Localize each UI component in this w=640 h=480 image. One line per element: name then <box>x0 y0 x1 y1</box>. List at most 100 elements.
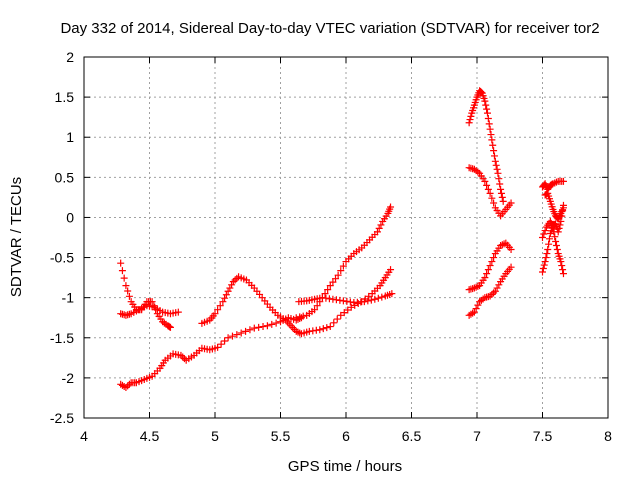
data-point <box>559 270 567 278</box>
y-tick-label: -1 <box>62 290 75 306</box>
data-point <box>367 296 375 304</box>
data-point <box>330 319 338 327</box>
data-point <box>540 230 548 238</box>
data-point <box>482 101 490 109</box>
y-tick-label: -2 <box>62 370 75 386</box>
data-point <box>541 258 549 266</box>
data-point <box>388 290 396 298</box>
data-point <box>250 324 258 332</box>
data-point <box>485 120 493 128</box>
data-point <box>540 261 548 269</box>
data-series <box>539 217 567 278</box>
data-point <box>543 250 551 258</box>
data-point <box>292 314 300 322</box>
data-point <box>387 266 395 274</box>
data-point <box>542 254 550 262</box>
data-point <box>559 177 567 185</box>
data-point <box>488 136 496 144</box>
data-point <box>122 282 130 290</box>
data-point <box>242 327 250 335</box>
x-tick-label: 6 <box>342 428 350 444</box>
data-point <box>494 169 502 177</box>
data-point <box>553 246 561 254</box>
data-point <box>124 287 132 295</box>
data-point <box>125 292 133 300</box>
data-point <box>484 185 492 193</box>
data-point <box>488 194 496 202</box>
data-point <box>490 199 498 207</box>
data-point <box>483 105 491 113</box>
data-series <box>465 263 515 319</box>
data-point <box>466 116 474 124</box>
data-marks <box>117 87 567 392</box>
data-point <box>507 246 515 254</box>
data-point <box>316 326 324 334</box>
data-point <box>246 326 254 334</box>
data-point <box>259 323 267 331</box>
x-tick-label: 5 <box>211 428 219 444</box>
data-series <box>117 314 305 392</box>
data-point <box>324 286 332 294</box>
data-series <box>198 266 395 338</box>
data-point <box>549 223 557 231</box>
data-point <box>539 234 546 241</box>
data-point <box>486 262 494 270</box>
data-point <box>174 308 182 316</box>
data-point <box>318 294 326 302</box>
data-point <box>263 322 271 330</box>
data-point <box>214 343 222 351</box>
data-point <box>481 97 489 105</box>
x-axis-label: GPS time / hours <box>288 458 402 475</box>
y-tick-label: 0 <box>66 209 74 225</box>
data-series <box>117 302 182 319</box>
data-point <box>495 175 503 183</box>
x-tick-label: 4.5 <box>140 428 160 444</box>
data-point <box>326 323 334 331</box>
data-point <box>557 258 565 266</box>
data-point <box>237 329 245 337</box>
y-tick-label: 1.5 <box>55 89 75 105</box>
data-point <box>334 271 342 279</box>
data-point <box>166 323 174 331</box>
data-point <box>118 267 126 275</box>
data-point <box>481 274 489 282</box>
data-point <box>364 297 372 305</box>
data-point <box>268 320 276 328</box>
data-point <box>491 157 499 165</box>
y-tick-label: -2.5 <box>50 410 74 426</box>
data-point <box>493 165 501 173</box>
chart-title: Day 332 of 2014, Sidereal Day-to-day VTE… <box>60 20 599 37</box>
data-point <box>488 258 496 266</box>
x-tick-label: 8 <box>604 428 612 444</box>
data-point <box>465 119 473 127</box>
data-point <box>539 268 546 276</box>
data-point <box>486 189 494 197</box>
y-tick-label: 1 <box>66 129 74 145</box>
data-point <box>296 313 304 321</box>
data-point <box>117 259 125 267</box>
data-point <box>221 337 229 345</box>
data-point <box>483 181 491 189</box>
data-point <box>497 189 505 197</box>
data-point <box>559 204 567 212</box>
data-point <box>378 293 386 301</box>
data-point <box>217 340 225 348</box>
data-point <box>490 152 498 160</box>
y-tick-label: 0.5 <box>55 169 75 185</box>
y-tick-label: -0.5 <box>50 250 74 266</box>
data-point <box>499 197 507 205</box>
data-point <box>497 185 505 193</box>
data-point <box>552 242 560 250</box>
data-point <box>321 290 329 298</box>
data-point <box>483 270 491 278</box>
data-point <box>211 310 219 318</box>
data-point <box>371 295 379 303</box>
data-point <box>387 203 395 211</box>
y-tick-label: -1.5 <box>50 330 74 346</box>
data-point <box>224 334 232 342</box>
x-tick-label: 6.5 <box>402 428 422 444</box>
data-point <box>233 331 241 339</box>
data-point <box>541 227 549 235</box>
